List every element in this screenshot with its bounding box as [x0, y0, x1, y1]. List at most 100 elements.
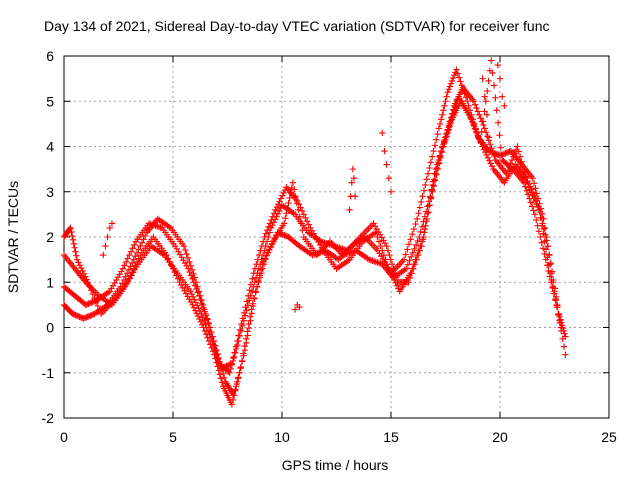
data-point [553, 301, 560, 309]
data-point [488, 163, 496, 170]
data-point [240, 350, 247, 357]
data-point [466, 111, 473, 119]
data-point [503, 149, 511, 156]
data-point [119, 265, 127, 272]
data-point [500, 150, 508, 158]
data-point [485, 134, 493, 141]
data-point [109, 282, 117, 289]
data-point [82, 273, 89, 280]
data-point [492, 94, 499, 102]
data-point [106, 224, 113, 232]
data-point [491, 152, 498, 160]
data-point [224, 362, 231, 369]
data-point [496, 75, 504, 82]
data-point [84, 313, 91, 320]
data-point [296, 213, 303, 220]
data-point [481, 93, 488, 100]
data-point [229, 396, 237, 404]
data-point [522, 183, 529, 190]
data-point [427, 193, 434, 200]
data-point [435, 125, 443, 132]
y-tick-label: 0 [46, 320, 54, 336]
data-point [440, 107, 447, 114]
data-point [400, 256, 408, 263]
data-point [209, 348, 217, 355]
data-point [381, 240, 389, 247]
data-point [70, 240, 78, 247]
data-point [440, 141, 447, 148]
data-point [234, 337, 241, 345]
data-point [102, 242, 109, 250]
data-point [67, 224, 74, 232]
data-point [280, 220, 288, 227]
data-point [494, 61, 502, 69]
data-point [251, 265, 259, 272]
data-point [219, 364, 226, 371]
data-point [242, 303, 249, 311]
data-point [284, 204, 291, 212]
data-point [125, 275, 133, 283]
data-point [346, 206, 353, 214]
data-point [281, 186, 289, 194]
data-point [186, 258, 193, 266]
data-point [178, 254, 185, 261]
data-point [416, 233, 423, 241]
data-point [490, 82, 498, 89]
data-point [383, 242, 390, 250]
data-point [418, 198, 425, 206]
data-point [477, 115, 484, 122]
data-point [86, 299, 94, 307]
data-point [227, 361, 234, 368]
data-point [120, 276, 128, 284]
data-point [445, 86, 452, 93]
data-point [530, 207, 537, 214]
data-point [244, 328, 251, 335]
data-point [422, 208, 430, 215]
data-point [530, 180, 538, 187]
data-point [174, 275, 182, 283]
data-point [371, 223, 379, 230]
data-point [418, 223, 426, 231]
data-point [127, 248, 135, 255]
data-point [267, 243, 274, 251]
data-point [375, 238, 383, 245]
data-point [245, 292, 252, 300]
data-point [129, 245, 136, 252]
data-point [72, 248, 79, 255]
data-point [426, 164, 433, 172]
data-point [489, 148, 497, 156]
data-point [228, 360, 236, 367]
data-point [562, 333, 569, 340]
data-point [528, 203, 536, 210]
data-point [407, 270, 414, 277]
data-point [122, 273, 129, 280]
data-point [169, 265, 177, 272]
data-point [293, 199, 301, 207]
data-point [484, 154, 492, 162]
data-point [417, 228, 424, 236]
data-point [479, 118, 487, 125]
data-point [201, 308, 208, 315]
data-point [518, 158, 525, 165]
data-point [243, 298, 251, 305]
data-point [472, 101, 479, 108]
series-track-3 [60, 84, 565, 372]
data-point [446, 120, 454, 128]
data-point [265, 223, 272, 231]
data-point [299, 227, 306, 234]
data-point [524, 191, 532, 198]
data-point [76, 262, 84, 269]
data-point [211, 351, 218, 358]
data-point [546, 273, 554, 280]
data-point [190, 304, 198, 311]
data-point [415, 247, 422, 254]
data-point [73, 252, 80, 259]
data-point [281, 232, 288, 239]
data-point [171, 268, 178, 276]
data-point [230, 354, 237, 362]
data-point [183, 250, 190, 258]
data-point [380, 251, 388, 259]
data-point [385, 174, 393, 182]
data-point [226, 369, 233, 376]
data-point [253, 260, 260, 268]
